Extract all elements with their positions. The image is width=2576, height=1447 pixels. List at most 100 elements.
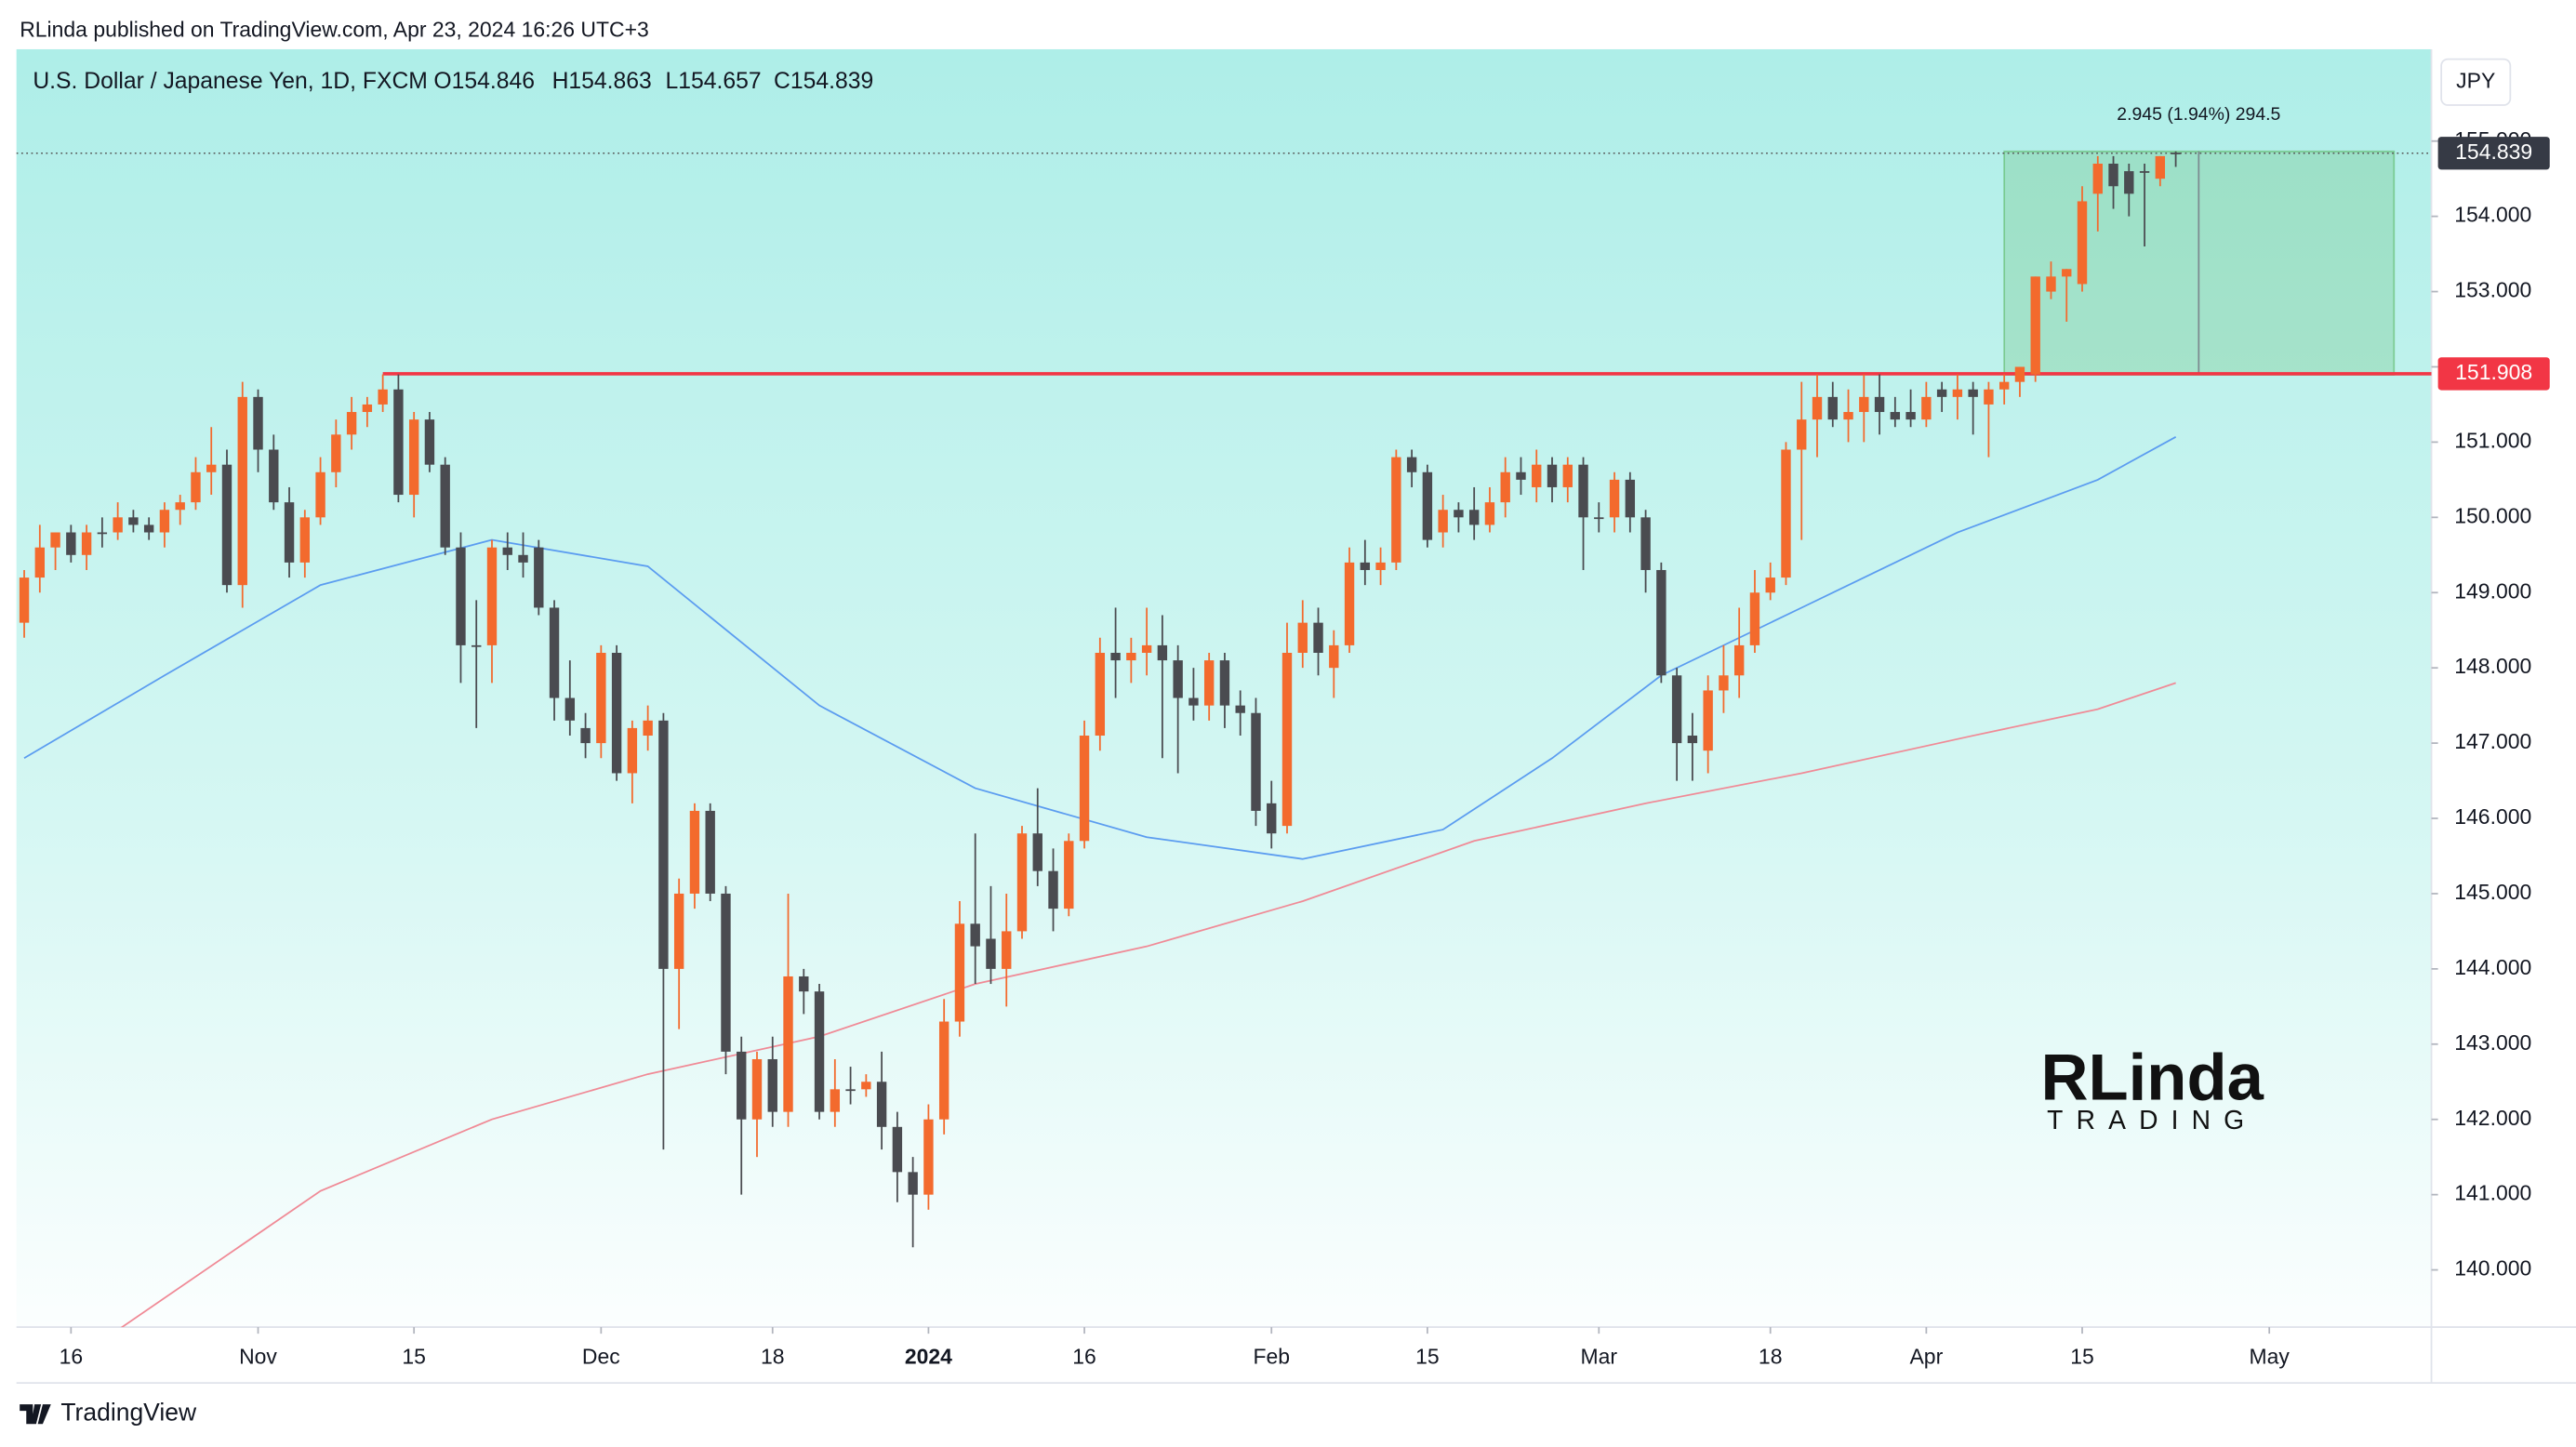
candle-body	[1733, 644, 1745, 676]
candle-body	[2155, 155, 2166, 179]
x-tick-label: 15	[402, 1345, 426, 1369]
candle-body	[580, 727, 591, 744]
candle-body	[1375, 562, 1386, 570]
candle-body	[299, 517, 311, 563]
candle-body	[1797, 419, 1807, 450]
candle-body	[845, 1089, 856, 1092]
ohlc-high: H154.863	[552, 69, 652, 94]
candle-body	[1360, 562, 1371, 570]
candle-body	[611, 652, 622, 774]
candle-body	[2108, 163, 2118, 187]
candle-body	[1141, 644, 1152, 653]
candle-body	[2062, 269, 2072, 277]
candle-body	[1859, 396, 1869, 413]
candle-body	[783, 976, 793, 1112]
candle-body	[2092, 163, 2103, 194]
candle-body	[1687, 736, 1698, 744]
candle-body	[424, 419, 435, 465]
candle-body	[1781, 449, 1791, 578]
candle-body	[751, 1058, 763, 1120]
x-tick-label: 18	[1759, 1345, 1783, 1369]
candle-body	[1002, 931, 1012, 969]
candle-body	[191, 471, 201, 503]
candle-body	[2171, 153, 2181, 154]
candle-body	[486, 547, 498, 645]
candle-body	[689, 810, 700, 894]
x-tick-label: Nov	[239, 1345, 277, 1369]
x-tick-label: 2024	[905, 1345, 952, 1369]
currency-button[interactable]	[2440, 58, 2512, 106]
x-tick-label: Apr	[1909, 1345, 1943, 1369]
candle-body	[1032, 833, 1042, 871]
candle-body	[113, 517, 123, 533]
ohlc-close: C154.839	[774, 69, 873, 94]
candle-body	[1203, 660, 1215, 706]
y-tick-label: 140.000	[2454, 1256, 2531, 1281]
candle-body	[378, 389, 388, 405]
candle-body	[1079, 736, 1090, 842]
measure-label: 2.945 (1.94%) 294.5	[2117, 104, 2280, 125]
candle-body	[1454, 510, 1464, 518]
y-tick-label: 141.000	[2454, 1181, 2531, 1205]
candle-body	[986, 938, 996, 969]
candle-body	[206, 464, 217, 472]
y-tick-label: 149.000	[2454, 578, 2531, 603]
x-tick-label: 16	[60, 1345, 84, 1369]
candle-body	[1827, 396, 1838, 420]
candle-body	[50, 532, 60, 548]
candle-body	[1890, 412, 1901, 420]
candle-body	[830, 1089, 841, 1112]
y-tick-label: 154.000	[2454, 203, 2531, 227]
y-tick-label: 142.000	[2454, 1106, 2531, 1130]
candle-body	[34, 547, 46, 578]
candle-body	[970, 923, 980, 947]
logo-mark	[20, 1404, 51, 1425]
candle-body	[66, 532, 76, 555]
candle-body	[1578, 464, 1588, 518]
x-tick-label: 18	[761, 1345, 785, 1369]
candle-body	[799, 976, 809, 992]
candle-body	[767, 1058, 777, 1112]
y-tick-label: 153.000	[2454, 278, 2531, 302]
y-tick-label: 147.000	[2454, 729, 2531, 753]
candle-body	[1344, 562, 1355, 645]
candle-body	[81, 532, 92, 555]
candle-body	[1219, 660, 1230, 706]
candle-body	[175, 502, 185, 511]
moving-average	[120, 682, 2176, 1328]
candle-body	[658, 720, 669, 969]
candle-body	[1609, 479, 1620, 518]
candle-body	[892, 1126, 903, 1173]
candle-body	[673, 893, 684, 969]
candle-body	[2030, 276, 2040, 375]
candle-body	[1703, 690, 1713, 751]
candle-body	[1594, 517, 1604, 520]
candle-body	[1952, 389, 1963, 397]
candle-body	[1391, 457, 1401, 563]
candle-body	[1235, 705, 1245, 713]
candle-body	[564, 697, 576, 721]
candle-body	[1095, 652, 1106, 737]
y-tick-label: 146.000	[2454, 804, 2531, 829]
candle-body	[1422, 471, 1433, 540]
candle-body	[908, 1172, 918, 1195]
symbol-title: U.S. Dollar / Japanese Yen, 1D, FXCM	[33, 69, 428, 94]
candle-body	[315, 471, 325, 518]
candle-body	[1126, 652, 1136, 661]
candle-body	[346, 412, 357, 435]
candle-body	[1329, 644, 1339, 669]
watermark: RLinda	[2041, 1041, 2264, 1114]
candle-body	[1532, 464, 1542, 487]
y-tick-label: 143.000	[2454, 1030, 2531, 1055]
candle-body	[549, 607, 560, 698]
candle-body	[1905, 412, 1916, 420]
candle-body	[471, 644, 482, 647]
candle-body	[1843, 412, 1853, 420]
candle-body	[534, 547, 544, 608]
candle-body	[2124, 171, 2134, 194]
candle-body	[814, 991, 825, 1112]
candle-body	[643, 720, 653, 737]
x-tick-label: 15	[1415, 1345, 1440, 1369]
